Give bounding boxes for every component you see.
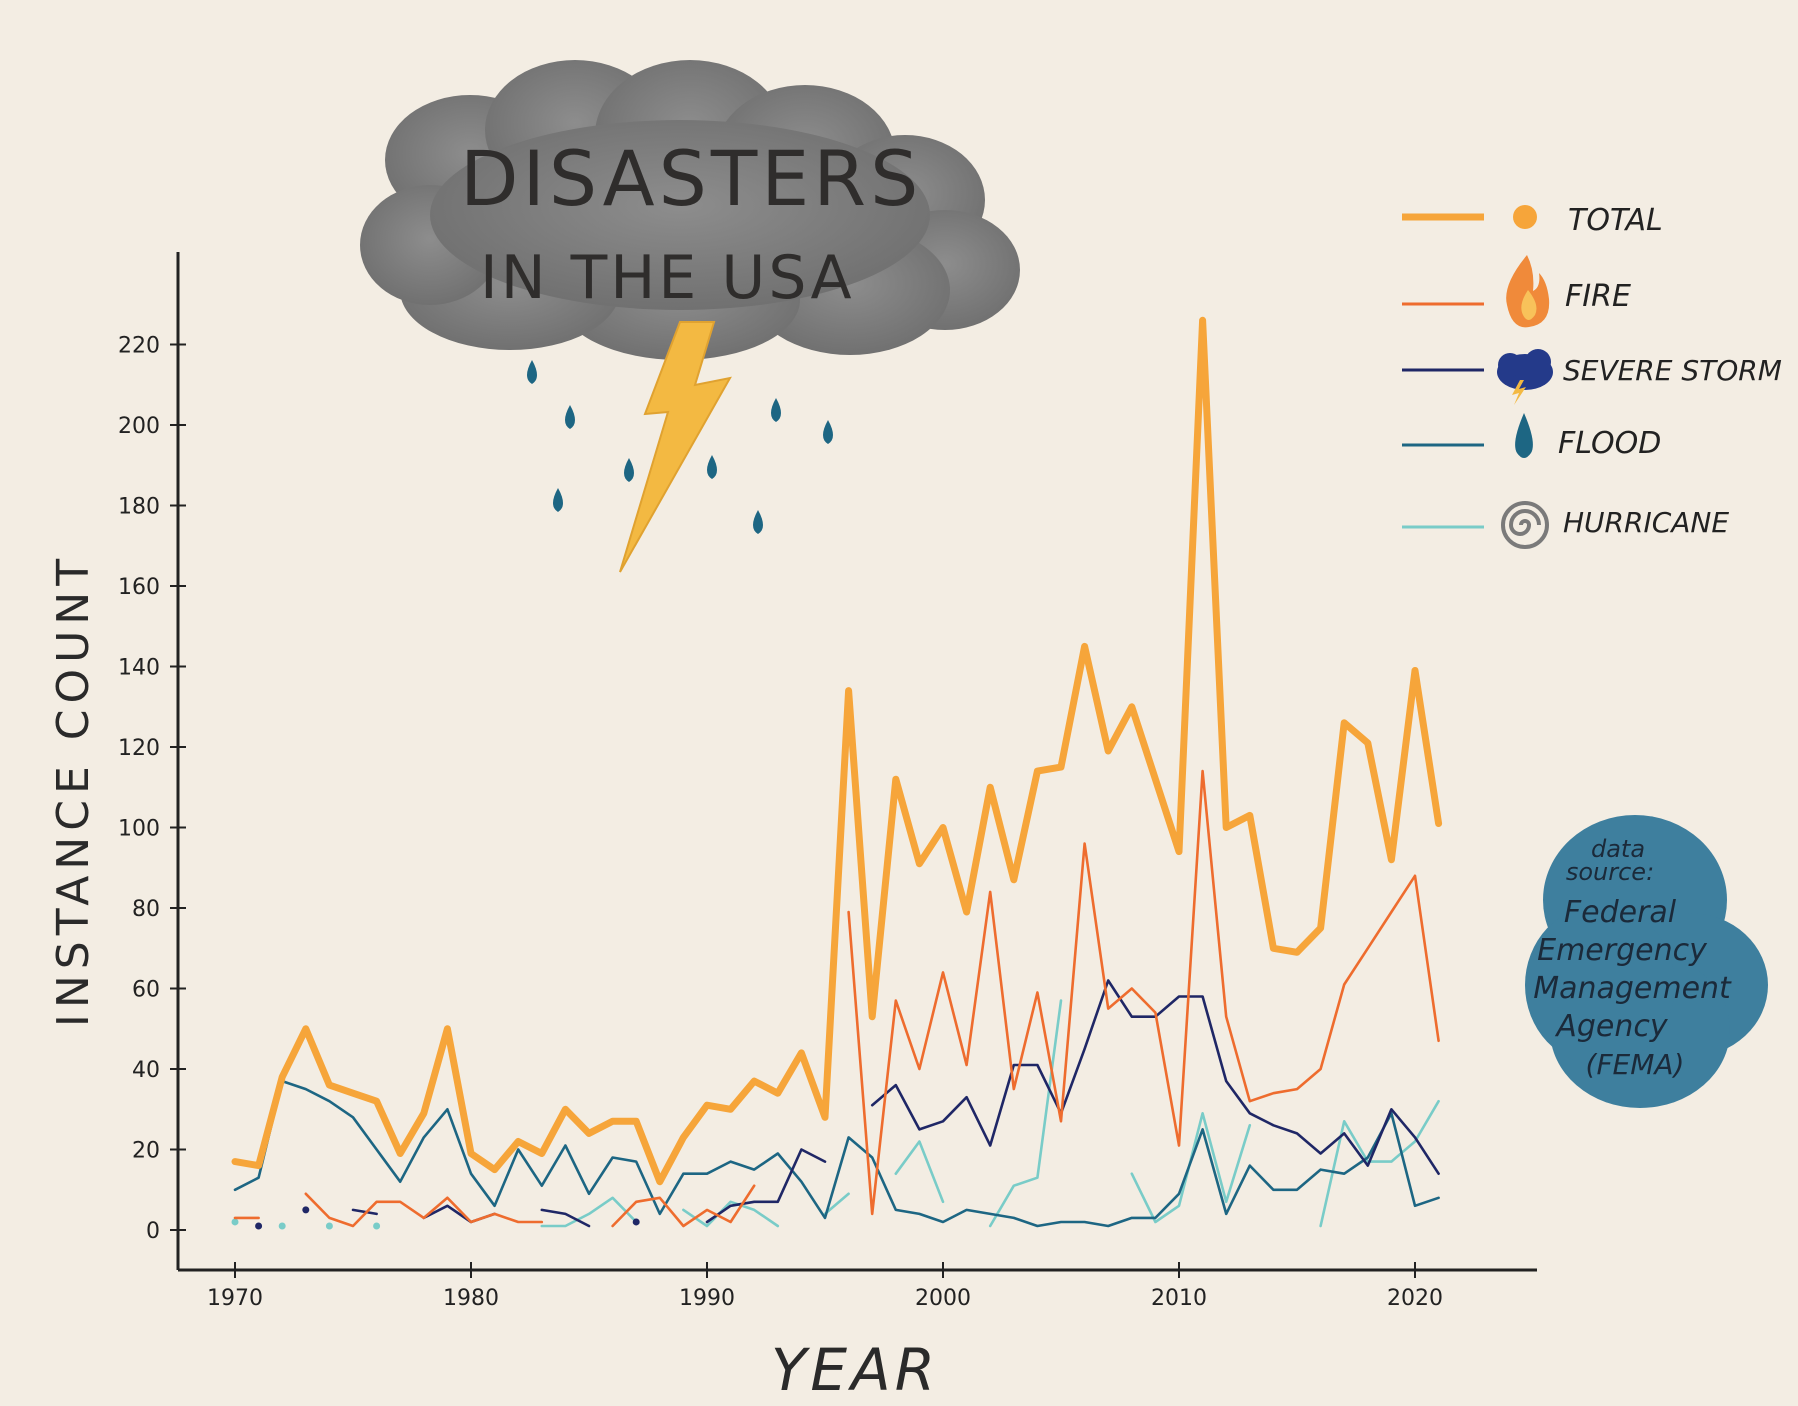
- legend-label-total: TOTAL: [1568, 203, 1663, 238]
- x-tick-label: 1970: [207, 1286, 263, 1311]
- legend-label-hurricane: HURRICANE: [1563, 506, 1729, 539]
- series-point-hurricane: [373, 1222, 381, 1230]
- dot-icon: [1513, 205, 1537, 229]
- series-point-severe-storm: [302, 1206, 310, 1214]
- raindrop-icon: [527, 360, 537, 384]
- storm-icon: [1497, 349, 1553, 405]
- chart-title-line2: IN THE USA: [480, 243, 855, 313]
- legend-label-fire: FIRE: [1565, 279, 1631, 314]
- hurricane-icon: [1501, 501, 1549, 549]
- x-tick-label: 1980: [443, 1286, 499, 1311]
- raindrop-icon: [624, 458, 634, 482]
- series-line-hurricane-1: [682, 1200, 780, 1228]
- x-tick-label: 2000: [915, 1286, 971, 1311]
- source-note-line: Agency: [1554, 1009, 1669, 1044]
- y-tick-label: 80: [132, 897, 160, 922]
- raindrop-icon: [823, 420, 833, 444]
- series-line-severe-storm-3: [705, 1148, 827, 1224]
- raindrop-icon: [753, 510, 763, 534]
- raindrop-icon: [565, 405, 575, 429]
- y-tick-label: 60: [132, 978, 160, 1003]
- legend-label-flood: FLOOD: [1558, 426, 1661, 461]
- flood-icon: [1515, 413, 1533, 458]
- y-tick-label: 140: [118, 656, 160, 681]
- series-line-severe-storm-2: [540, 1208, 591, 1228]
- source-note-line: data: [1591, 835, 1645, 863]
- source-note-line: source:: [1566, 858, 1654, 886]
- series-line-hurricane-2: [823, 1192, 850, 1216]
- legend-label-storm: SEVERE STORM: [1563, 354, 1782, 387]
- y-tick-label: 0: [146, 1219, 160, 1244]
- y-tick-label: 220: [118, 334, 160, 359]
- series-line-fire-2: [611, 1184, 756, 1228]
- x-tick-label: 2010: [1151, 1286, 1207, 1311]
- series-line-hurricane-6: [1319, 1099, 1440, 1228]
- y-axis-label: INSTANCE COUNT: [48, 553, 99, 1027]
- source-note-line: (FEMA): [1586, 1048, 1685, 1081]
- y-axis-ticks: 0 20 40 60 80 100 120 140 160 180 200 220: [118, 334, 186, 1244]
- raindrop-icon: [707, 455, 717, 479]
- title-cloud: DISASTERS IN THE USA: [360, 60, 1020, 360]
- series-point-hurricane: [278, 1222, 286, 1230]
- y-tick-label: 120: [118, 736, 160, 761]
- raindrop-icon: [771, 398, 781, 422]
- series-point-hurricane: [325, 1222, 333, 1230]
- series-line-flood-0: [233, 1079, 1440, 1228]
- source-note-line: Federal: [1564, 895, 1677, 930]
- series-line-severe-storm-4: [870, 979, 1440, 1175]
- y-tick-label: 200: [118, 414, 160, 439]
- series-point-severe-storm: [255, 1222, 263, 1230]
- source-note-line: Emergency: [1537, 933, 1708, 968]
- y-tick-label: 180: [118, 495, 160, 520]
- series-line-hurricane-5: [1130, 1112, 1252, 1224]
- y-tick-label: 160: [118, 575, 160, 600]
- series-line-total-0: [231, 316, 1443, 1186]
- series-point-hurricane: [231, 1218, 239, 1226]
- source-note-line: Management: [1533, 971, 1732, 1006]
- plot-area: [231, 316, 1443, 1230]
- x-tick-label: 1990: [679, 1286, 735, 1311]
- lightning-icon: [619, 321, 732, 573]
- legend: TOTAL FIRE SEVERE STORM FLOOD HURRICANE: [1402, 203, 1782, 549]
- series-line-hurricane-3: [894, 1140, 945, 1204]
- raindrop-icon: [553, 488, 563, 512]
- series-line-fire-1: [304, 1192, 544, 1228]
- y-tick-label: 100: [118, 817, 160, 842]
- fire-icon: [1506, 255, 1550, 328]
- y-tick-label: 20: [132, 1139, 160, 1164]
- chart-title-line1: DISASTERS: [460, 134, 922, 223]
- series-point-severe-storm: [632, 1218, 640, 1226]
- x-tick-label: 2020: [1387, 1286, 1443, 1311]
- raindrops: [527, 360, 833, 534]
- series-line-fire-3: [847, 769, 1440, 1216]
- series-line-hurricane-0: [540, 1196, 638, 1228]
- series-line-severe-storm-0: [351, 1208, 378, 1216]
- y-tick-label: 40: [132, 1058, 160, 1083]
- x-axis-ticks: 1970 1980 1990 2000 2010 2020: [207, 1262, 1443, 1311]
- x-axis-label: YEAR: [771, 1336, 939, 1404]
